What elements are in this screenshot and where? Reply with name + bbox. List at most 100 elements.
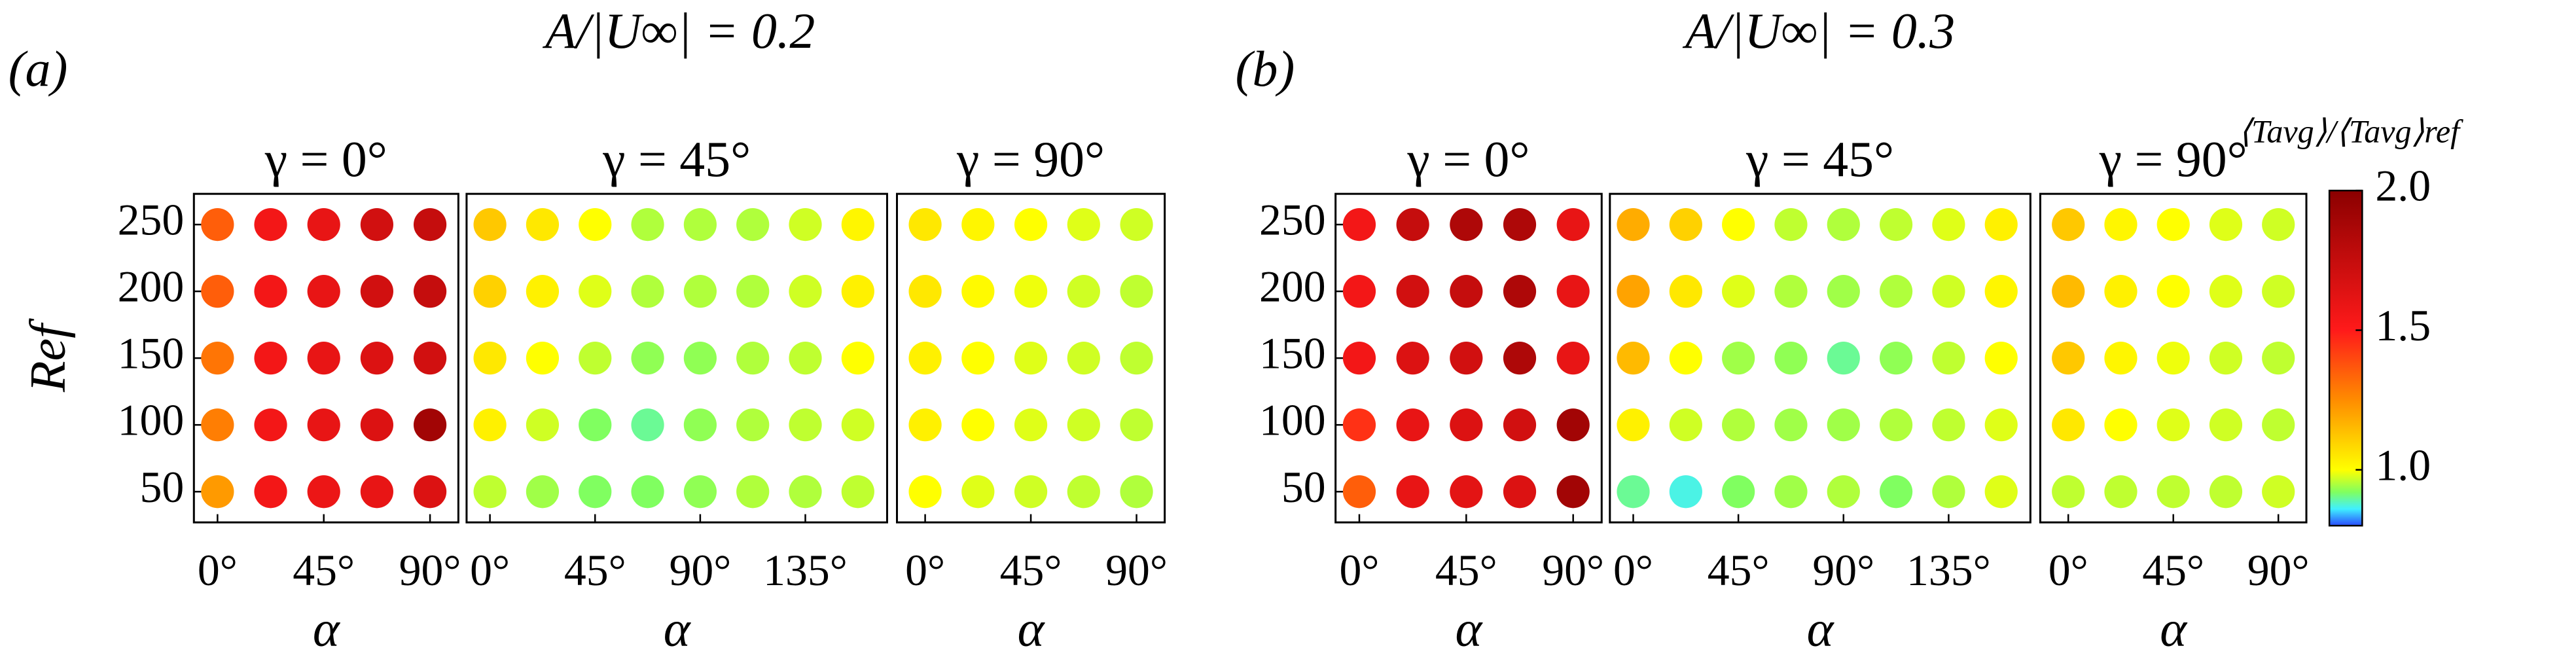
x-tick-label: 135° xyxy=(1906,546,1991,595)
data-point xyxy=(1827,475,1860,509)
y-tick-label: 250 xyxy=(1259,196,1326,245)
data-point xyxy=(1722,408,1755,442)
x-tick-label: 135° xyxy=(763,546,848,595)
group-title: A/|U∞| = 0.3 xyxy=(1682,3,1955,59)
data-point xyxy=(1503,208,1537,242)
data-point xyxy=(1342,408,1376,442)
data-point xyxy=(789,275,822,308)
data-point xyxy=(736,342,770,375)
data-point xyxy=(789,342,822,375)
data-point xyxy=(1722,208,1755,242)
data-point xyxy=(1396,408,1429,442)
x-tick-label: 0° xyxy=(1613,546,1653,595)
data-point xyxy=(1669,208,1702,242)
panel-label: (a) xyxy=(9,41,68,97)
data-point xyxy=(307,275,340,308)
data-point xyxy=(2262,475,2295,509)
data-point xyxy=(2104,408,2138,442)
data-point xyxy=(841,475,874,509)
data-point xyxy=(360,208,393,242)
data-point xyxy=(360,408,393,442)
data-point xyxy=(1932,342,1965,375)
data-point xyxy=(473,342,507,375)
data-point xyxy=(1617,275,1650,308)
x-axis-label: α xyxy=(1018,601,1046,657)
data-point xyxy=(473,275,507,308)
data-point xyxy=(2052,475,2085,509)
data-point xyxy=(1396,208,1429,242)
x-tick-label: 45° xyxy=(1000,546,1062,595)
x-tick-label: 0° xyxy=(905,546,945,595)
data-point xyxy=(841,342,874,375)
data-point xyxy=(473,208,507,242)
data-point xyxy=(1669,475,1702,509)
y-tick-label: 100 xyxy=(1259,396,1326,445)
data-point xyxy=(1014,208,1048,242)
data-point xyxy=(2209,275,2243,308)
data-point xyxy=(1556,275,1590,308)
x-tick-label: 0° xyxy=(2048,546,2088,595)
data-point xyxy=(1067,342,1100,375)
data-point xyxy=(579,342,612,375)
data-point xyxy=(1669,275,1702,308)
y-tick-label: 50 xyxy=(139,463,184,512)
data-point xyxy=(1556,475,1590,509)
data-point xyxy=(631,275,664,308)
data-point xyxy=(2262,275,2295,308)
data-point xyxy=(1880,342,1913,375)
data-point xyxy=(736,275,770,308)
data-point xyxy=(413,208,447,242)
data-point xyxy=(254,275,287,308)
data-point xyxy=(683,275,717,308)
x-tick-label: 0° xyxy=(1339,546,1379,595)
x-axis-label: α xyxy=(1456,601,1484,657)
panel-title: γ = 90° xyxy=(956,131,1105,187)
data-point xyxy=(413,475,447,509)
data-point xyxy=(1067,475,1100,509)
data-point xyxy=(789,408,822,442)
data-point xyxy=(841,208,874,242)
data-point xyxy=(683,208,717,242)
data-point xyxy=(631,342,664,375)
data-point xyxy=(1396,275,1429,308)
data-point xyxy=(201,342,234,375)
data-point xyxy=(1503,475,1537,509)
data-point xyxy=(1617,342,1650,375)
data-point xyxy=(736,208,770,242)
data-point xyxy=(2104,342,2138,375)
data-point xyxy=(1556,208,1590,242)
data-point xyxy=(1450,208,1483,242)
data-point xyxy=(908,208,942,242)
data-point xyxy=(1617,408,1650,442)
x-tick-label: 45° xyxy=(1708,546,1770,595)
data-point xyxy=(473,475,507,509)
data-point xyxy=(307,208,340,242)
data-point xyxy=(2104,208,2138,242)
data-point xyxy=(1014,408,1048,442)
data-point xyxy=(526,475,560,509)
plot-frame xyxy=(1609,192,2031,524)
data-point xyxy=(2209,475,2243,509)
plot-frame xyxy=(465,192,888,524)
data-point xyxy=(736,475,770,509)
colorbar xyxy=(2328,189,2363,527)
data-point xyxy=(1984,408,2018,442)
data-point xyxy=(2156,208,2190,242)
data-point xyxy=(1120,208,1153,242)
data-point xyxy=(579,208,612,242)
data-point xyxy=(201,275,234,308)
data-point xyxy=(1503,275,1537,308)
data-point xyxy=(908,275,942,308)
data-point xyxy=(1396,475,1429,509)
data-point xyxy=(961,208,995,242)
y-tick-label: 250 xyxy=(118,196,185,245)
data-point xyxy=(1014,475,1048,509)
data-point xyxy=(1774,342,1808,375)
data-point xyxy=(1450,408,1483,442)
data-point xyxy=(2262,408,2295,442)
data-point xyxy=(631,408,664,442)
data-point xyxy=(908,408,942,442)
data-point xyxy=(2262,208,2295,242)
data-point xyxy=(1932,475,1965,509)
